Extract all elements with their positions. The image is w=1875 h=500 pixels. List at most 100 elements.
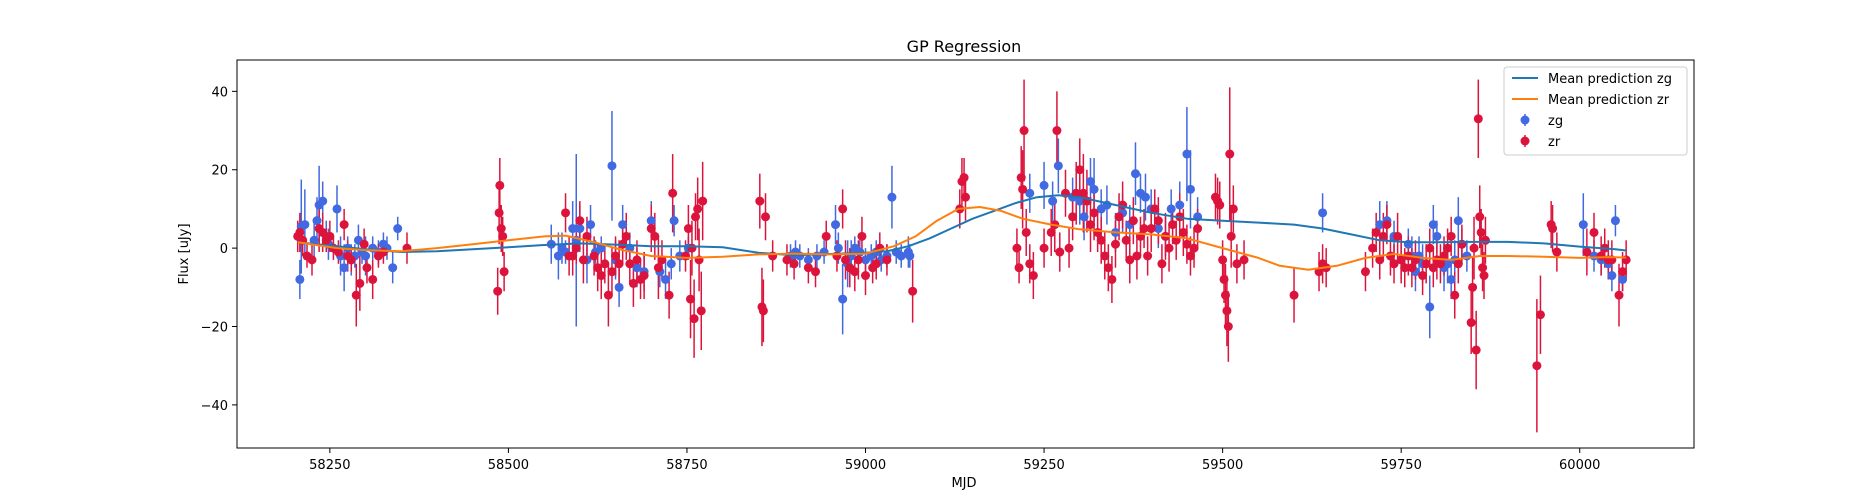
data-point-zr: [346, 255, 356, 265]
data-point-zr: [1018, 184, 1028, 194]
data-point-zg: [388, 263, 398, 273]
data-point-zg: [1053, 161, 1063, 171]
data-point-zg: [1182, 149, 1192, 159]
data-point-zg: [1140, 192, 1150, 202]
data-point-zg: [1048, 196, 1058, 206]
data-point-zr: [333, 247, 343, 257]
data-point-zr: [561, 208, 571, 218]
data-point-zr: [1093, 227, 1103, 237]
data-point-zr: [1019, 126, 1029, 136]
y-tick-label: −40: [201, 399, 228, 414]
data-point-zr: [611, 251, 621, 261]
data-point-zr: [1239, 255, 1249, 265]
data-point-zr: [1443, 243, 1453, 253]
data-point-zg: [666, 259, 676, 269]
data-point-zr: [1220, 290, 1230, 300]
data-point-zr: [1228, 204, 1238, 214]
data-point-zr: [589, 251, 599, 261]
data-point-zr: [1473, 114, 1483, 124]
data-point-zr: [1225, 149, 1235, 159]
x-tick-label: 58250: [309, 458, 350, 473]
data-point-zr: [1068, 212, 1078, 222]
data-point-zr: [1589, 227, 1599, 237]
data-point-zg: [1075, 196, 1085, 206]
data-point-zr: [1052, 126, 1062, 136]
data-point-zr: [1157, 259, 1167, 269]
data-point-zr: [961, 192, 970, 202]
data-point-zr: [639, 271, 649, 281]
data-point-zr: [1407, 263, 1417, 273]
y-tick-label: 0: [220, 242, 228, 257]
data-point-zr: [1378, 231, 1388, 241]
data-point-zr: [600, 259, 610, 269]
data-point-zr: [1478, 263, 1488, 273]
data-point-zr: [1164, 243, 1174, 253]
data-point-zr: [496, 224, 506, 234]
data-point-zr: [1232, 259, 1242, 269]
data-point-zr: [841, 255, 851, 265]
data-point-zr: [683, 224, 693, 234]
data-point-zr: [1107, 274, 1117, 284]
data-point-zr: [1421, 259, 1431, 269]
data-point-zr: [1532, 361, 1542, 371]
data-point-zr: [664, 290, 674, 300]
data-point-zr: [853, 255, 863, 265]
data-point-zr: [1085, 220, 1095, 230]
line-mean-prediction-zg: [297, 194, 1627, 257]
data-point-zr: [603, 290, 613, 300]
data-point-zr: [698, 196, 708, 206]
data-point-zr: [625, 259, 635, 269]
data-point-zg: [838, 294, 848, 304]
x-tick-label: 59750: [1380, 458, 1421, 473]
data-point-zr: [861, 271, 871, 281]
data-point-zr: [1215, 200, 1225, 210]
legend-swatch-zg-marker: [1520, 115, 1530, 125]
data-point-zr: [1046, 227, 1056, 237]
y-tick-label: −20: [201, 321, 228, 336]
y-tick-label: 20: [211, 164, 228, 179]
data-point-zr: [1153, 216, 1163, 226]
data-point-zr: [1222, 306, 1232, 316]
x-tick-label: 59500: [1202, 458, 1243, 473]
data-point-zr: [1396, 255, 1406, 265]
data-point-zr: [1110, 239, 1120, 249]
data-point-zr: [1028, 271, 1038, 281]
data-point-zr: [1178, 227, 1188, 237]
data-point-zr: [614, 259, 624, 269]
data-point-zr: [1552, 247, 1562, 257]
data-point-zr: [1385, 251, 1395, 261]
data-point-zr: [1182, 239, 1192, 249]
data-point-zr: [755, 196, 765, 206]
data-point-zr: [307, 255, 317, 265]
data-point-zr: [1226, 231, 1236, 241]
data-point-zr: [295, 227, 305, 237]
series-zr: [296, 79, 1627, 433]
data-point-zr: [646, 224, 656, 234]
line-mean-prediction-zr: [297, 206, 1627, 271]
data-point-zg: [1175, 200, 1185, 210]
data-point-zg: [614, 282, 624, 292]
data-point-zr: [1143, 251, 1153, 261]
data-point-zr: [1439, 251, 1449, 261]
x-tick-label: 60000: [1559, 458, 1600, 473]
data-point-zr: [871, 259, 881, 269]
data-point-zr: [1016, 173, 1026, 183]
data-point-zg: [332, 204, 342, 214]
data-point-zr: [782, 255, 792, 265]
data-point-zr: [650, 231, 660, 241]
data-point-zg: [295, 274, 305, 284]
data-point-zg: [312, 216, 322, 226]
data-point-zr: [494, 208, 504, 218]
data-point-zg: [1428, 220, 1438, 230]
data-point-zr: [1368, 243, 1378, 253]
data-point-zr: [1360, 267, 1370, 277]
data-point-zr: [857, 231, 867, 241]
data-point-zr: [1435, 259, 1445, 269]
data-point-zr: [1582, 247, 1592, 257]
data-point-zr: [838, 204, 848, 214]
data-point-zg: [887, 192, 897, 202]
data-point-zg: [1607, 271, 1617, 281]
data-point-zr: [1468, 282, 1478, 292]
legend: Mean prediction zg Mean prediction zr zg…: [1503, 66, 1688, 156]
